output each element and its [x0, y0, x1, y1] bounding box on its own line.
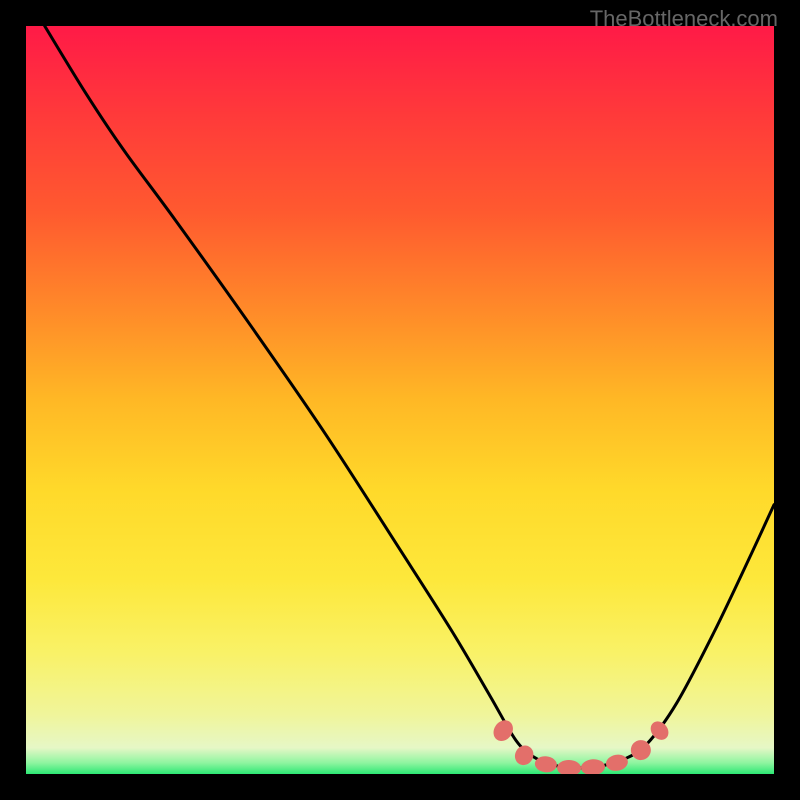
chart-svg [26, 26, 774, 774]
chart-container: TheBottleneck.com [0, 0, 800, 800]
watermark-text: TheBottleneck.com [590, 6, 778, 32]
gradient-background [26, 26, 774, 774]
chart-area [26, 26, 774, 774]
